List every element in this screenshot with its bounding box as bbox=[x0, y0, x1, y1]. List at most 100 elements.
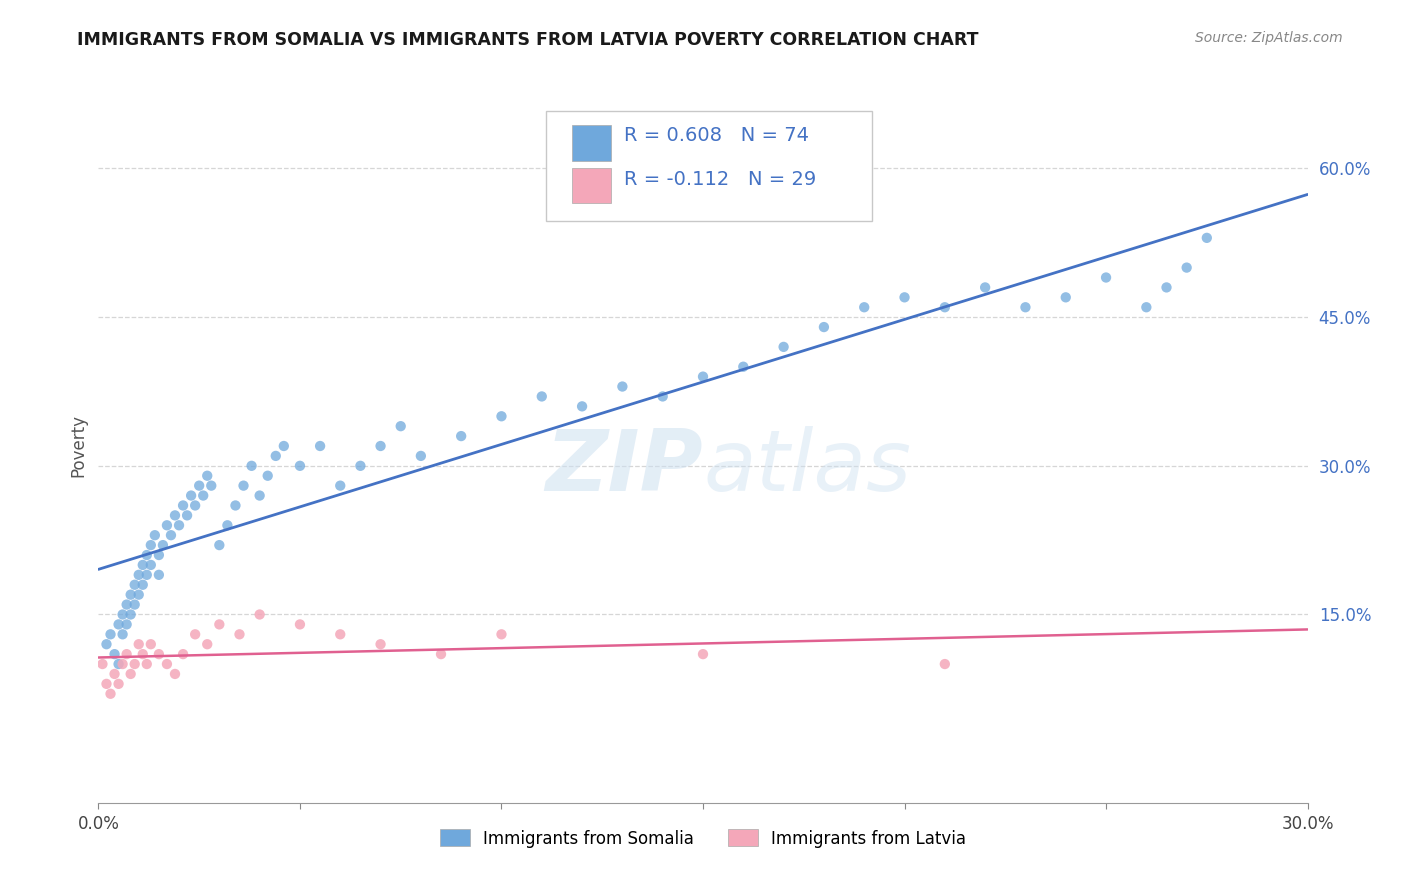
Point bbox=[491, 409, 513, 424]
Point bbox=[733, 359, 755, 374]
Point bbox=[288, 617, 311, 632]
Point bbox=[100, 687, 122, 701]
Point bbox=[200, 478, 222, 492]
Text: R = 0.608   N = 74: R = 0.608 N = 74 bbox=[624, 126, 810, 145]
Y-axis label: Poverty: Poverty bbox=[69, 415, 87, 477]
Point bbox=[107, 617, 129, 632]
Point bbox=[853, 300, 876, 314]
Point bbox=[974, 280, 997, 294]
Point bbox=[148, 647, 170, 661]
Point bbox=[91, 657, 114, 671]
Point bbox=[934, 300, 956, 314]
Point bbox=[132, 578, 155, 592]
Point bbox=[430, 647, 453, 661]
Point bbox=[692, 647, 714, 661]
Point bbox=[111, 657, 134, 671]
Point bbox=[163, 667, 186, 681]
Point bbox=[491, 627, 513, 641]
Point bbox=[139, 637, 162, 651]
Point bbox=[160, 528, 183, 542]
Point bbox=[135, 567, 157, 582]
Point bbox=[139, 558, 162, 572]
Point bbox=[128, 567, 150, 582]
Point bbox=[148, 567, 170, 582]
Point bbox=[370, 637, 392, 651]
Point bbox=[1054, 290, 1077, 304]
Point bbox=[128, 637, 150, 651]
Point bbox=[156, 518, 179, 533]
Point bbox=[107, 657, 129, 671]
Point bbox=[184, 499, 207, 513]
Point bbox=[124, 578, 146, 592]
Point bbox=[172, 499, 194, 513]
Point bbox=[163, 508, 186, 523]
Text: atlas: atlas bbox=[703, 425, 911, 509]
Point bbox=[115, 647, 138, 661]
Point bbox=[264, 449, 287, 463]
FancyBboxPatch shape bbox=[546, 111, 872, 221]
Point bbox=[193, 489, 215, 503]
Point bbox=[120, 588, 142, 602]
Point bbox=[349, 458, 371, 473]
Point bbox=[180, 489, 202, 503]
Point bbox=[132, 558, 155, 572]
Point bbox=[309, 439, 332, 453]
Point bbox=[167, 518, 190, 533]
Point bbox=[232, 478, 254, 492]
Point bbox=[612, 379, 634, 393]
Point bbox=[148, 548, 170, 562]
Point bbox=[100, 627, 122, 641]
Point bbox=[370, 439, 392, 453]
Legend: Immigrants from Somalia, Immigrants from Latvia: Immigrants from Somalia, Immigrants from… bbox=[433, 822, 973, 855]
Point bbox=[893, 290, 915, 304]
Text: R = -0.112   N = 29: R = -0.112 N = 29 bbox=[624, 170, 817, 189]
Point bbox=[156, 657, 179, 671]
Point bbox=[530, 389, 553, 403]
Point bbox=[224, 499, 246, 513]
Point bbox=[389, 419, 412, 434]
Point bbox=[240, 458, 263, 473]
Point bbox=[249, 489, 271, 503]
Point bbox=[692, 369, 714, 384]
Point bbox=[450, 429, 472, 443]
Point bbox=[107, 677, 129, 691]
Point bbox=[1095, 270, 1118, 285]
Point bbox=[249, 607, 271, 622]
Point bbox=[256, 468, 278, 483]
Text: Source: ZipAtlas.com: Source: ZipAtlas.com bbox=[1195, 31, 1343, 45]
Text: ZIP: ZIP bbox=[546, 425, 703, 509]
Point bbox=[135, 657, 157, 671]
Point bbox=[228, 627, 250, 641]
Point bbox=[143, 528, 166, 542]
Point bbox=[103, 647, 125, 661]
Point bbox=[96, 677, 118, 691]
Point bbox=[571, 400, 593, 414]
Point bbox=[288, 458, 311, 473]
Point bbox=[934, 657, 956, 671]
Point bbox=[135, 548, 157, 562]
Bar bbox=[572, 168, 612, 203]
Point bbox=[152, 538, 174, 552]
Point bbox=[217, 518, 239, 533]
Point bbox=[111, 627, 134, 641]
Point bbox=[208, 538, 231, 552]
Point bbox=[120, 607, 142, 622]
Point bbox=[124, 657, 146, 671]
Point bbox=[115, 617, 138, 632]
Point bbox=[195, 637, 218, 651]
Point bbox=[111, 607, 134, 622]
Point bbox=[1135, 300, 1157, 314]
Point bbox=[1175, 260, 1198, 275]
Point bbox=[176, 508, 198, 523]
Point bbox=[329, 627, 352, 641]
Point bbox=[772, 340, 794, 354]
Point bbox=[103, 667, 125, 681]
Point bbox=[115, 598, 138, 612]
Point bbox=[96, 637, 118, 651]
Point bbox=[208, 617, 231, 632]
Point bbox=[195, 468, 218, 483]
Point bbox=[409, 449, 432, 463]
Text: IMMIGRANTS FROM SOMALIA VS IMMIGRANTS FROM LATVIA POVERTY CORRELATION CHART: IMMIGRANTS FROM SOMALIA VS IMMIGRANTS FR… bbox=[77, 31, 979, 49]
Point bbox=[273, 439, 295, 453]
Point bbox=[139, 538, 162, 552]
